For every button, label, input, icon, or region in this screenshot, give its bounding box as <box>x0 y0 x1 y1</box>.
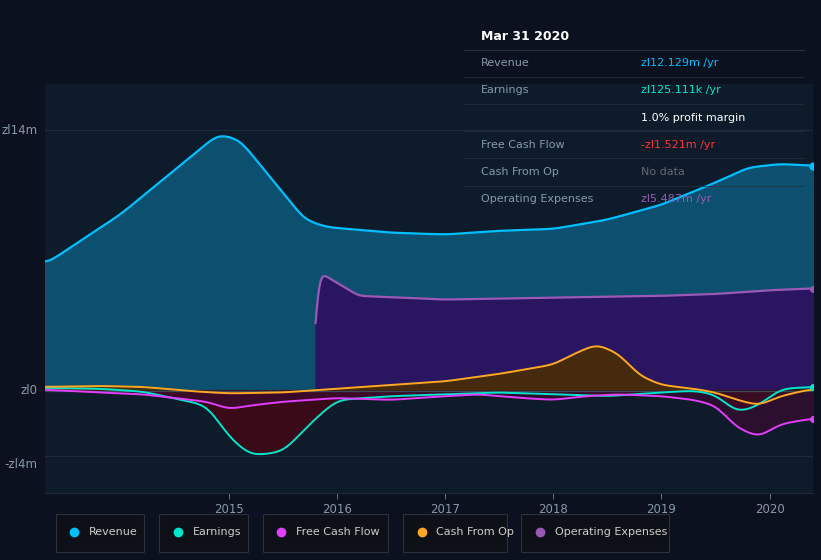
Text: Revenue: Revenue <box>481 58 530 68</box>
Text: Cash From Op: Cash From Op <box>437 527 514 537</box>
FancyBboxPatch shape <box>403 514 507 552</box>
FancyBboxPatch shape <box>159 514 248 552</box>
Text: zl12.129m /yr: zl12.129m /yr <box>641 58 718 68</box>
Text: zl125.111k /yr: zl125.111k /yr <box>641 85 721 95</box>
Text: Earnings: Earnings <box>481 85 530 95</box>
Text: Free Cash Flow: Free Cash Flow <box>481 140 565 150</box>
Text: Revenue: Revenue <box>89 527 138 537</box>
Text: -zl4m: -zl4m <box>4 459 38 472</box>
Text: Free Cash Flow: Free Cash Flow <box>296 527 379 537</box>
Text: Operating Expenses: Operating Expenses <box>555 527 667 537</box>
Text: -zl1.521m /yr: -zl1.521m /yr <box>641 140 715 150</box>
Text: zl0: zl0 <box>21 384 38 397</box>
Text: 1.0% profit margin: 1.0% profit margin <box>641 113 745 123</box>
FancyBboxPatch shape <box>56 514 144 552</box>
FancyBboxPatch shape <box>263 514 388 552</box>
Text: zl5.487m /yr: zl5.487m /yr <box>641 194 712 204</box>
Text: Operating Expenses: Operating Expenses <box>481 194 594 204</box>
Text: zl14m: zl14m <box>2 124 38 137</box>
Text: Cash From Op: Cash From Op <box>481 167 559 177</box>
FancyBboxPatch shape <box>521 514 669 552</box>
Text: No data: No data <box>641 167 685 177</box>
Text: Mar 31 2020: Mar 31 2020 <box>481 30 569 43</box>
Text: Earnings: Earnings <box>193 527 241 537</box>
